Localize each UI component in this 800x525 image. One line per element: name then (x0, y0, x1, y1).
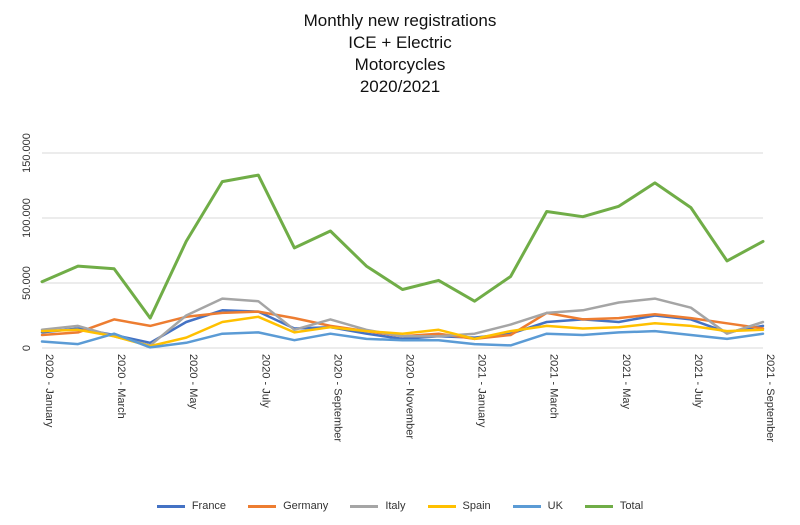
legend-item-italy: Italy (350, 500, 406, 512)
legend-label-uk: UK (547, 500, 563, 512)
legend-swatch-france (156, 504, 185, 508)
y-tick-label: 100.000 (21, 198, 33, 238)
x-tick-label: 2021 - May (620, 354, 632, 410)
x-tick-label: 2021 - July (692, 354, 704, 408)
series-line-italy (40, 297, 765, 347)
legend-swatch-spain (427, 504, 456, 508)
x-tick-label: 2020 - July (259, 354, 271, 408)
series-line-uk (40, 329, 765, 349)
x-tick-label: 2021 - January (476, 354, 488, 428)
x-tick-label: 2020 - November (404, 354, 416, 439)
legend-item-germany: Germany (248, 500, 328, 512)
x-tick-label: 2020 - May (187, 354, 199, 410)
series-lines (40, 173, 765, 349)
legend-label-italy: Italy (385, 500, 406, 512)
x-tick-label: 2020 - March (115, 354, 127, 419)
legend-item-spain: Spain (427, 500, 491, 512)
legend-swatch-uk (512, 504, 541, 508)
chart-title-line-3: Motorcycles (354, 55, 446, 74)
chart-title-line-2: ICE + Electric (348, 33, 452, 52)
series-line-spain (40, 315, 765, 348)
legend-label-germany: Germany (283, 500, 329, 512)
grid-lines (42, 152, 763, 349)
x-tick-label: 2021 - September (764, 354, 776, 442)
y-tick-label: 50.000 (21, 266, 33, 300)
legend: France Germany Italy Spain UK Total (0, 500, 800, 512)
legend-label-total: Total (619, 500, 644, 512)
chart-title: Monthly new registrations ICE + Electric… (0, 10, 800, 98)
legend-label-france: France (191, 500, 227, 512)
legend-swatch-germany (248, 504, 277, 508)
legend-item-total: Total (584, 500, 644, 512)
chart-title-line-4: 2020/2021 (359, 77, 441, 96)
legend-item-france: France (156, 500, 227, 512)
legend-swatch-total (584, 504, 613, 508)
legend-swatch-italy (350, 504, 379, 508)
y-tick-label: 150.000 (21, 133, 33, 173)
x-axis-tick-labels: 2020 - January 2020 - March 2020 - May 2020… (43, 354, 776, 442)
legend-label-spain: Spain (462, 500, 491, 512)
x-tick-label: 2021 - March (548, 354, 560, 419)
y-axis-tick-labels: 0 50.000 100.000 150.000 (21, 133, 33, 351)
chart-title-line-1: Monthly new registrations (303, 11, 497, 30)
series-line-total (40, 173, 765, 320)
x-tick-label: 2020 - January (43, 354, 55, 428)
x-tick-label: 2020 - September (331, 354, 343, 442)
legend-item-uk: UK (512, 500, 563, 512)
y-tick-label: 0 (21, 345, 33, 351)
